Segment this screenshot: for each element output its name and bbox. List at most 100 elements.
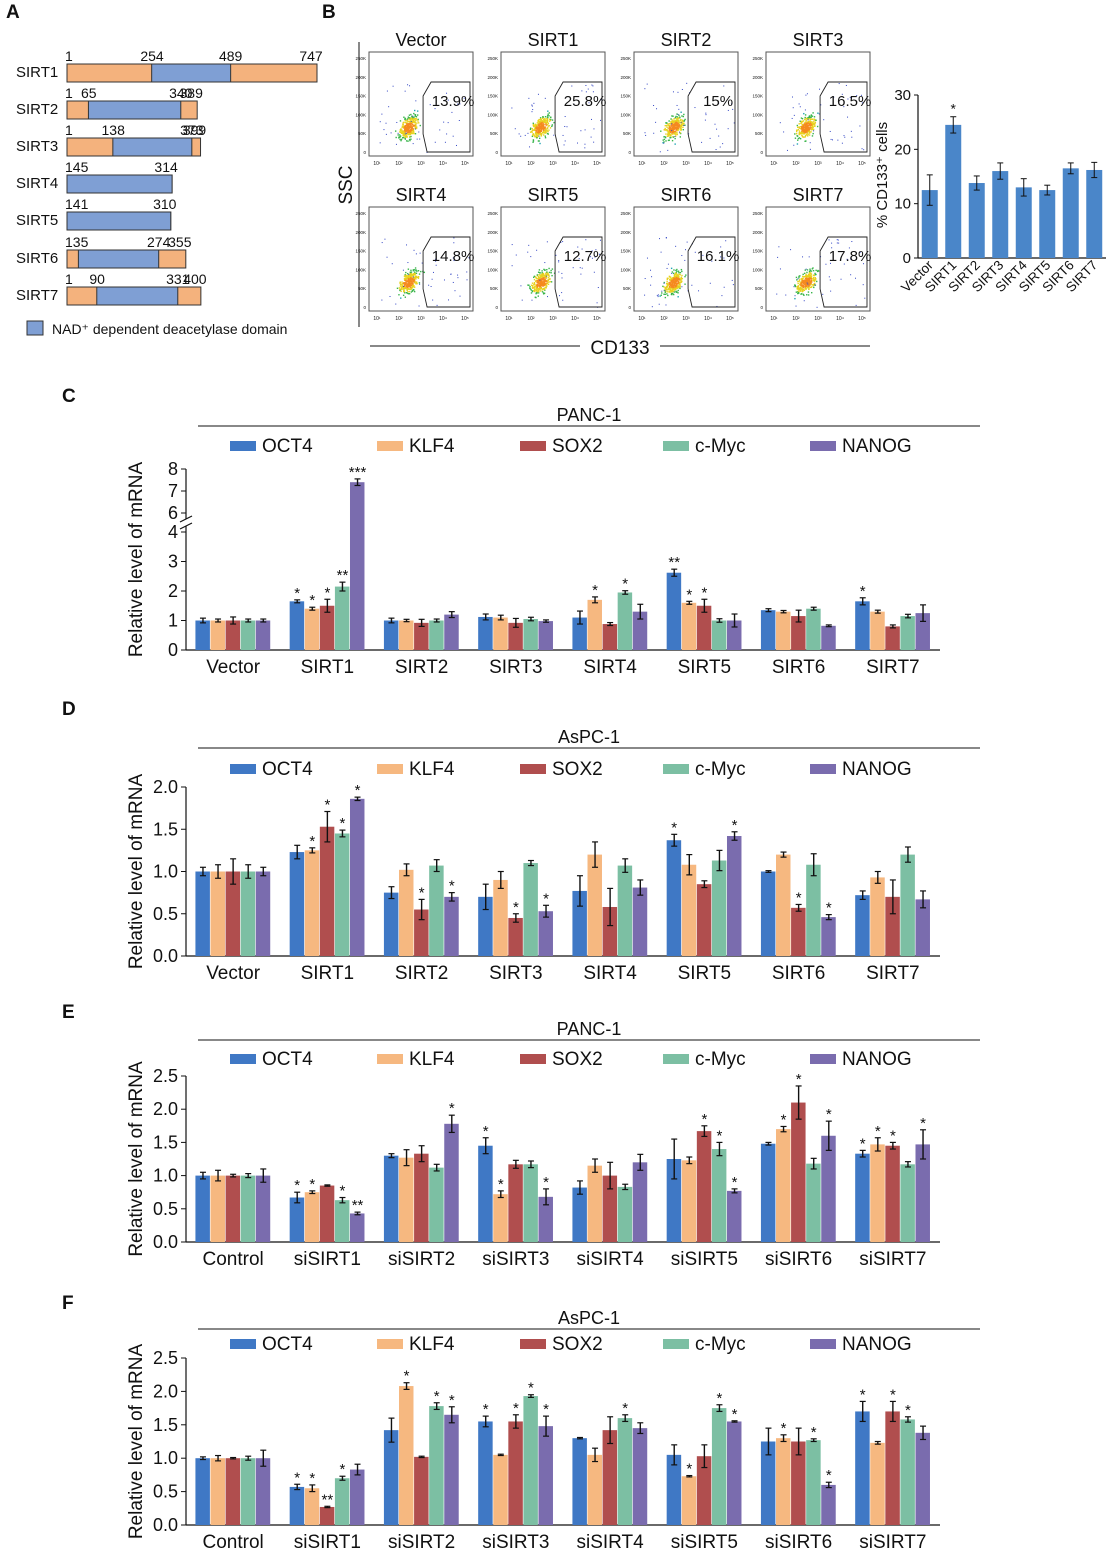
bar-sox2 <box>602 906 618 956</box>
event-dot <box>812 123 815 126</box>
bar-nanog <box>632 1162 648 1242</box>
event-dot <box>678 278 681 281</box>
significance-mark: * <box>717 1390 723 1407</box>
event-dot <box>407 283 409 285</box>
event-dot <box>813 130 815 132</box>
bar-oct4 <box>760 1441 776 1525</box>
event-dot <box>539 122 542 124</box>
event-dot <box>813 279 815 282</box>
event-dot <box>418 131 420 133</box>
event-dot <box>836 242 838 244</box>
event-dot <box>644 88 646 90</box>
event-dot <box>435 260 437 262</box>
event-dot <box>538 133 540 135</box>
event-dot <box>411 280 413 282</box>
y-axis-label: Relative level of mRNA <box>126 774 147 970</box>
event-dot <box>665 140 667 142</box>
event-dot <box>803 272 806 275</box>
ssc-tick-label: 0 <box>760 150 763 155</box>
event-dot <box>804 283 806 285</box>
event-dot <box>562 299 564 301</box>
event-dot <box>812 277 815 280</box>
event-dot <box>406 128 408 130</box>
event-dot <box>544 130 547 132</box>
event-dot <box>702 254 704 256</box>
event-dot <box>562 241 564 243</box>
event-dot <box>671 288 674 290</box>
event-dot <box>543 279 545 281</box>
bar-nanog <box>255 1458 271 1525</box>
bar-c-myc <box>240 871 256 956</box>
event-dot <box>674 143 676 145</box>
event-dot <box>694 107 696 109</box>
event-dot <box>546 117 548 120</box>
event-dot <box>675 122 677 124</box>
event-dot <box>863 263 865 265</box>
cd133-bar <box>992 171 1009 258</box>
event-dot <box>590 118 592 120</box>
event-dot <box>587 88 589 90</box>
category-label: SIRT2 <box>395 657 449 678</box>
event-dot <box>676 287 679 289</box>
event-dot <box>681 119 683 121</box>
event-dot <box>542 293 545 295</box>
event-dot <box>796 143 799 145</box>
category-label: SIRT4 <box>583 963 637 984</box>
y-tick-label: 1.5 <box>153 819 178 839</box>
event-dot <box>404 132 406 134</box>
ssc-tick-label: 200K <box>487 230 498 235</box>
event-dot <box>443 121 445 123</box>
event-dot <box>399 135 402 137</box>
event-dot <box>537 282 539 284</box>
event-dot <box>799 282 801 284</box>
cd133-tick-label: 10⁵ <box>593 316 601 322</box>
event-dot <box>593 141 595 143</box>
event-dot <box>807 133 809 135</box>
event-dot <box>796 285 798 288</box>
bar-sox2 <box>225 1175 241 1242</box>
significance-mark: * <box>686 1461 692 1478</box>
event-dot <box>666 278 668 280</box>
bar-oct4 <box>195 620 210 650</box>
event-dot <box>527 251 529 253</box>
cd133-tick-label: 10⁴ <box>439 161 447 167</box>
event-dot <box>701 141 703 143</box>
event-dot <box>812 132 814 135</box>
event-dot <box>670 121 673 123</box>
event-dot <box>576 142 578 144</box>
event-dot <box>731 279 733 281</box>
event-dot <box>861 102 863 104</box>
event-dot <box>584 143 586 145</box>
event-dot <box>675 272 677 274</box>
y-tick-label: 0.5 <box>153 1199 178 1219</box>
event-dot <box>805 284 808 287</box>
event-dot <box>657 296 659 298</box>
event-dot <box>535 277 538 279</box>
event-dot <box>531 282 534 284</box>
bar-sox2 <box>319 605 335 650</box>
event-dot <box>814 125 816 127</box>
bar-sox2 <box>602 1430 618 1525</box>
event-dot <box>806 275 808 277</box>
cd133-gate <box>819 236 868 308</box>
event-dot <box>544 279 547 282</box>
event-dot <box>410 138 412 140</box>
event-dot <box>817 112 819 114</box>
event-dot <box>678 108 680 110</box>
event-dot <box>530 292 533 294</box>
bar-oct4 <box>383 1155 399 1242</box>
significance-mark: * <box>905 1402 911 1419</box>
event-dot <box>801 126 803 128</box>
bar-c-myc <box>711 860 727 956</box>
event-dot <box>533 278 536 281</box>
event-dot <box>681 123 683 125</box>
event-dot <box>814 284 816 286</box>
significance-mark: * <box>294 1469 300 1486</box>
event-dot <box>408 290 411 293</box>
event-dot <box>410 277 413 279</box>
event-dot <box>538 277 540 280</box>
event-dot <box>811 115 814 117</box>
event-dot <box>412 119 415 122</box>
y-tick-label: 1.0 <box>153 862 178 882</box>
event-dot <box>415 117 417 120</box>
